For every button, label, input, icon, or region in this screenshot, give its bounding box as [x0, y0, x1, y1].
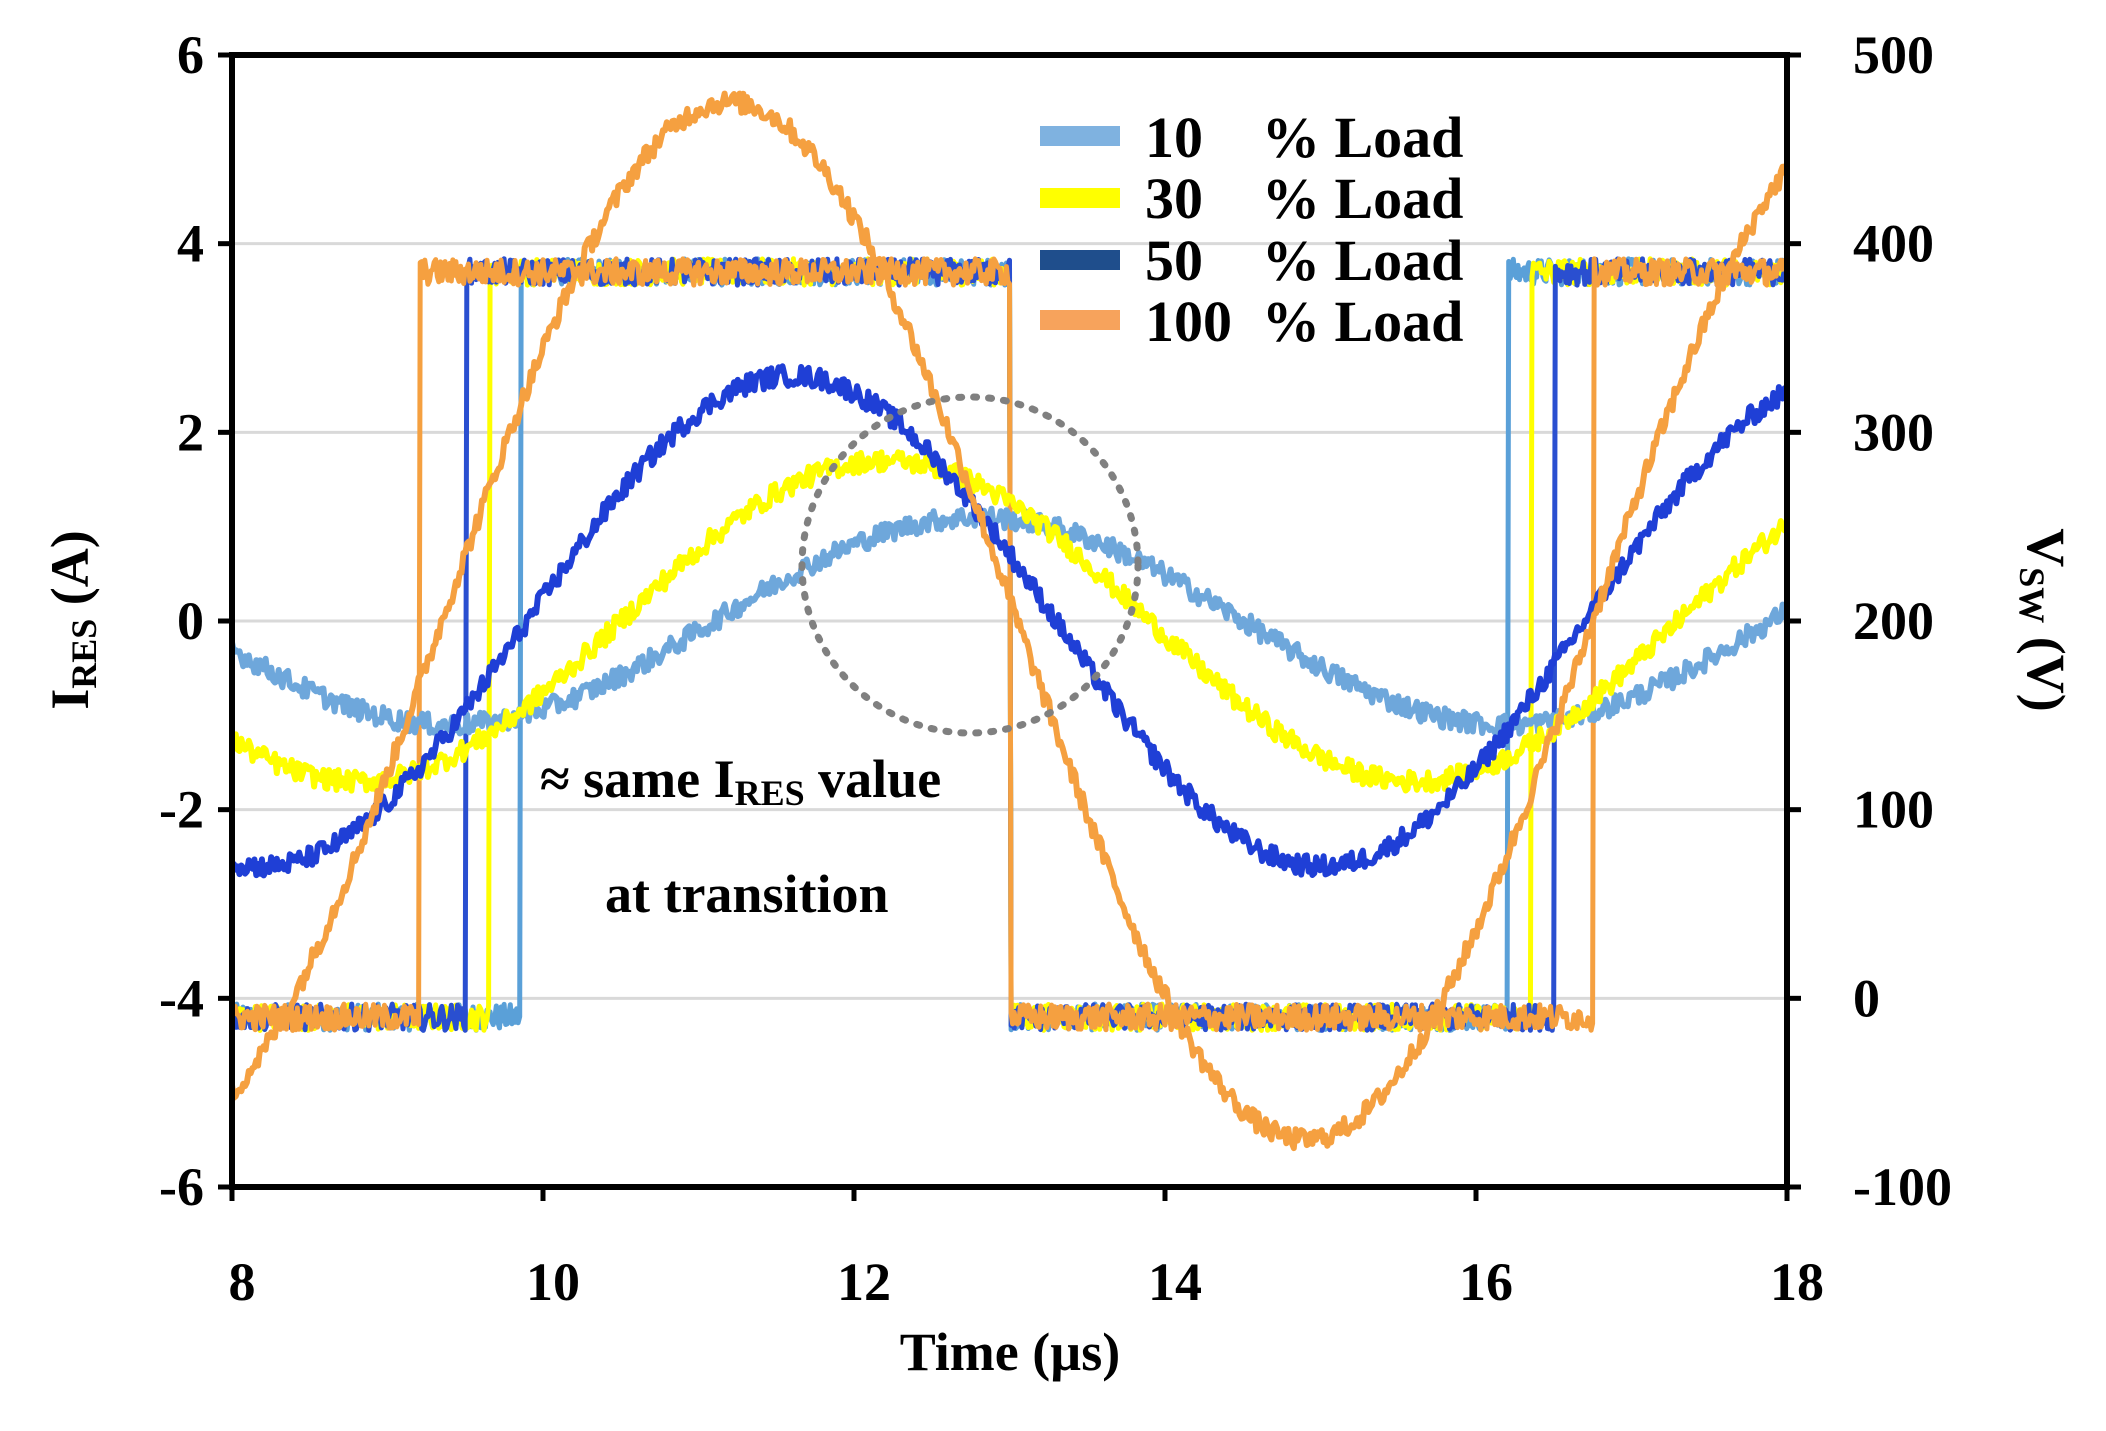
x-tick-label: 8	[229, 1252, 256, 1312]
y-left-tick-label: 2	[177, 402, 204, 462]
series-layer	[229, 90, 1790, 1152]
y-right-tick-label: 100	[1853, 780, 1934, 840]
legend-label-50: % Load	[1262, 228, 1463, 293]
legend-swatch-10	[1040, 126, 1120, 146]
x-tick-label: 10	[526, 1252, 580, 1312]
x-tick-label: 12	[837, 1252, 891, 1312]
y-left-tick-label: 0	[177, 591, 204, 651]
y-right-tick-label: -100	[1853, 1157, 1952, 1217]
x-tick-label: 18	[1770, 1252, 1824, 1312]
y-right-tick-label: 200	[1853, 591, 1934, 651]
y-left-tick-label: -6	[159, 1157, 204, 1217]
y-left-tick-label: -4	[159, 968, 204, 1028]
current-series-2	[229, 363, 1790, 879]
x-tick-label: 16	[1459, 1252, 1513, 1312]
legend-label-10: % Load	[1262, 105, 1463, 170]
current-series-1	[229, 449, 1788, 794]
current-series-3	[229, 90, 1790, 1152]
legend-swatch-30	[1040, 188, 1120, 208]
y-left-tick-label: -2	[159, 780, 204, 840]
legend-number-10: 10	[1145, 105, 1203, 170]
legend: 10 % Load 30 % Load 50 % Load 100 % Load	[1040, 105, 1463, 354]
y-left-tick-label: 4	[177, 214, 204, 274]
axis-ticks: 6 4 2 0 -2 -4 -6 500 400 300 200 100 0 -100 8 10 12 14 16 1…	[159, 25, 1952, 1312]
y-right-tick-label: 0	[1853, 968, 1880, 1028]
legend-label-30: % Load	[1262, 166, 1463, 231]
x-tick-label: 14	[1148, 1252, 1202, 1312]
y-axis-right-title: VSW (V)	[2012, 528, 2076, 712]
legend-number-100: 100	[1145, 289, 1232, 354]
x-axis-title: Time (µs)	[900, 1322, 1121, 1382]
y-right-tick-label: 500	[1853, 25, 1934, 85]
transition-highlight-circle	[798, 393, 1142, 737]
legend-number-50: 50	[1145, 228, 1203, 293]
voltage-series-3	[229, 256, 1790, 1033]
annotation-same-ires: ≈ same IRES value	[540, 749, 941, 813]
legend-label-100: % Load	[1262, 289, 1463, 354]
y-axis-left-title: IRES (A)	[40, 530, 104, 710]
y-right-tick-label: 400	[1853, 214, 1934, 274]
legend-swatch-100	[1040, 310, 1120, 330]
legend-swatch-50	[1040, 250, 1120, 270]
legend-number-30: 30	[1145, 166, 1203, 231]
y-right-tick-label: 300	[1853, 402, 1934, 462]
annotation-at-transition: at transition	[605, 864, 889, 924]
y-left-tick-label: 6	[177, 25, 204, 85]
